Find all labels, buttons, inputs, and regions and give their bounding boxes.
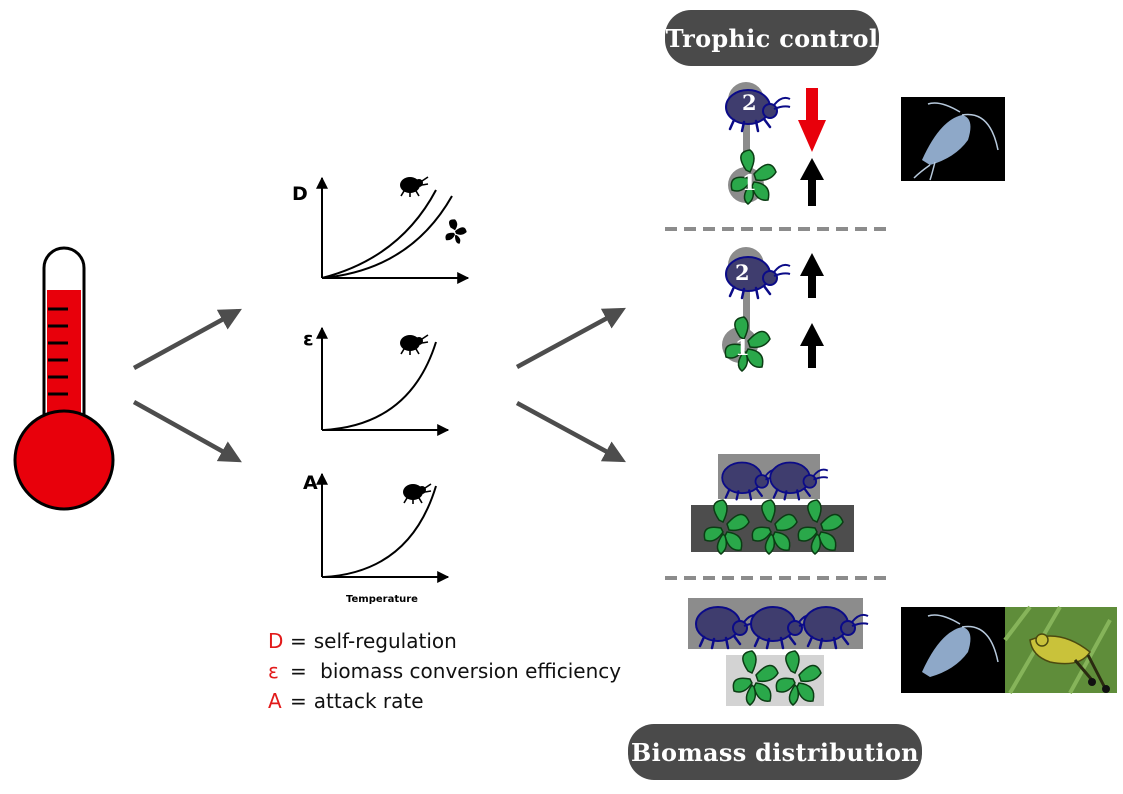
level-2-label: 2 xyxy=(742,90,757,115)
food-chain-middle: 2 1 xyxy=(722,247,824,372)
legend: D = self-regulation ε = biomass conversion … xyxy=(268,626,621,716)
panel-d: D xyxy=(292,176,470,284)
up-arrow-icon xyxy=(800,158,824,206)
legend-text: biomass conversion efficiency xyxy=(313,659,622,683)
legend-key: A xyxy=(268,689,282,713)
level-2-label: 2 xyxy=(735,260,750,285)
legend-text: self-regulation xyxy=(313,629,457,653)
up-arrow-icon xyxy=(800,253,824,298)
zooplankton-photo xyxy=(901,97,1005,181)
level-1-label: 1 xyxy=(735,335,750,360)
panel-e-label: ε xyxy=(303,328,314,350)
x-axis-label: Temperature xyxy=(346,594,418,605)
mite-icon xyxy=(399,176,429,198)
leaf-icon xyxy=(445,219,467,244)
grasshopper-photo xyxy=(1003,605,1117,695)
thermometer-icon xyxy=(13,246,115,511)
legend-text: attack rate xyxy=(313,689,424,713)
arrow-thermo-to-a xyxy=(132,400,242,463)
legend-key: ε xyxy=(268,659,279,683)
panel-a: A Temperature xyxy=(303,472,450,605)
legend-item: D = self-regulation xyxy=(268,626,621,656)
food-chain-top: 2 1 xyxy=(724,82,826,206)
biomass-distribution-label: Biomass distribution xyxy=(628,724,922,780)
mite-icon xyxy=(402,483,432,505)
arrow-to-biomass xyxy=(515,401,626,463)
biomass-pyramid-bottom xyxy=(688,598,870,706)
trophic-control-label: Trophic control xyxy=(665,10,879,66)
mite-icon xyxy=(399,334,429,356)
up-arrow-icon xyxy=(800,323,824,368)
predator-icon xyxy=(724,88,792,133)
legend-item: ε = biomass conversion efficiency xyxy=(268,656,621,686)
arrow-to-trophic xyxy=(515,307,626,369)
arrow-thermo-to-d xyxy=(132,308,242,370)
down-arrow-icon xyxy=(798,88,826,152)
legend-equals: = xyxy=(290,659,307,683)
zooplankton-photo xyxy=(901,607,1005,693)
legend-equals: = xyxy=(290,689,307,713)
biomass-pyramid-top xyxy=(691,454,854,555)
legend-equals: = xyxy=(290,629,307,653)
panel-a-label: A xyxy=(303,472,318,494)
panel-e: ε xyxy=(303,326,450,436)
panel-d-label: D xyxy=(292,183,308,205)
legend-item: A = attack rate xyxy=(268,686,621,716)
level-1-label: 1 xyxy=(742,170,757,195)
legend-key: D xyxy=(268,629,284,653)
